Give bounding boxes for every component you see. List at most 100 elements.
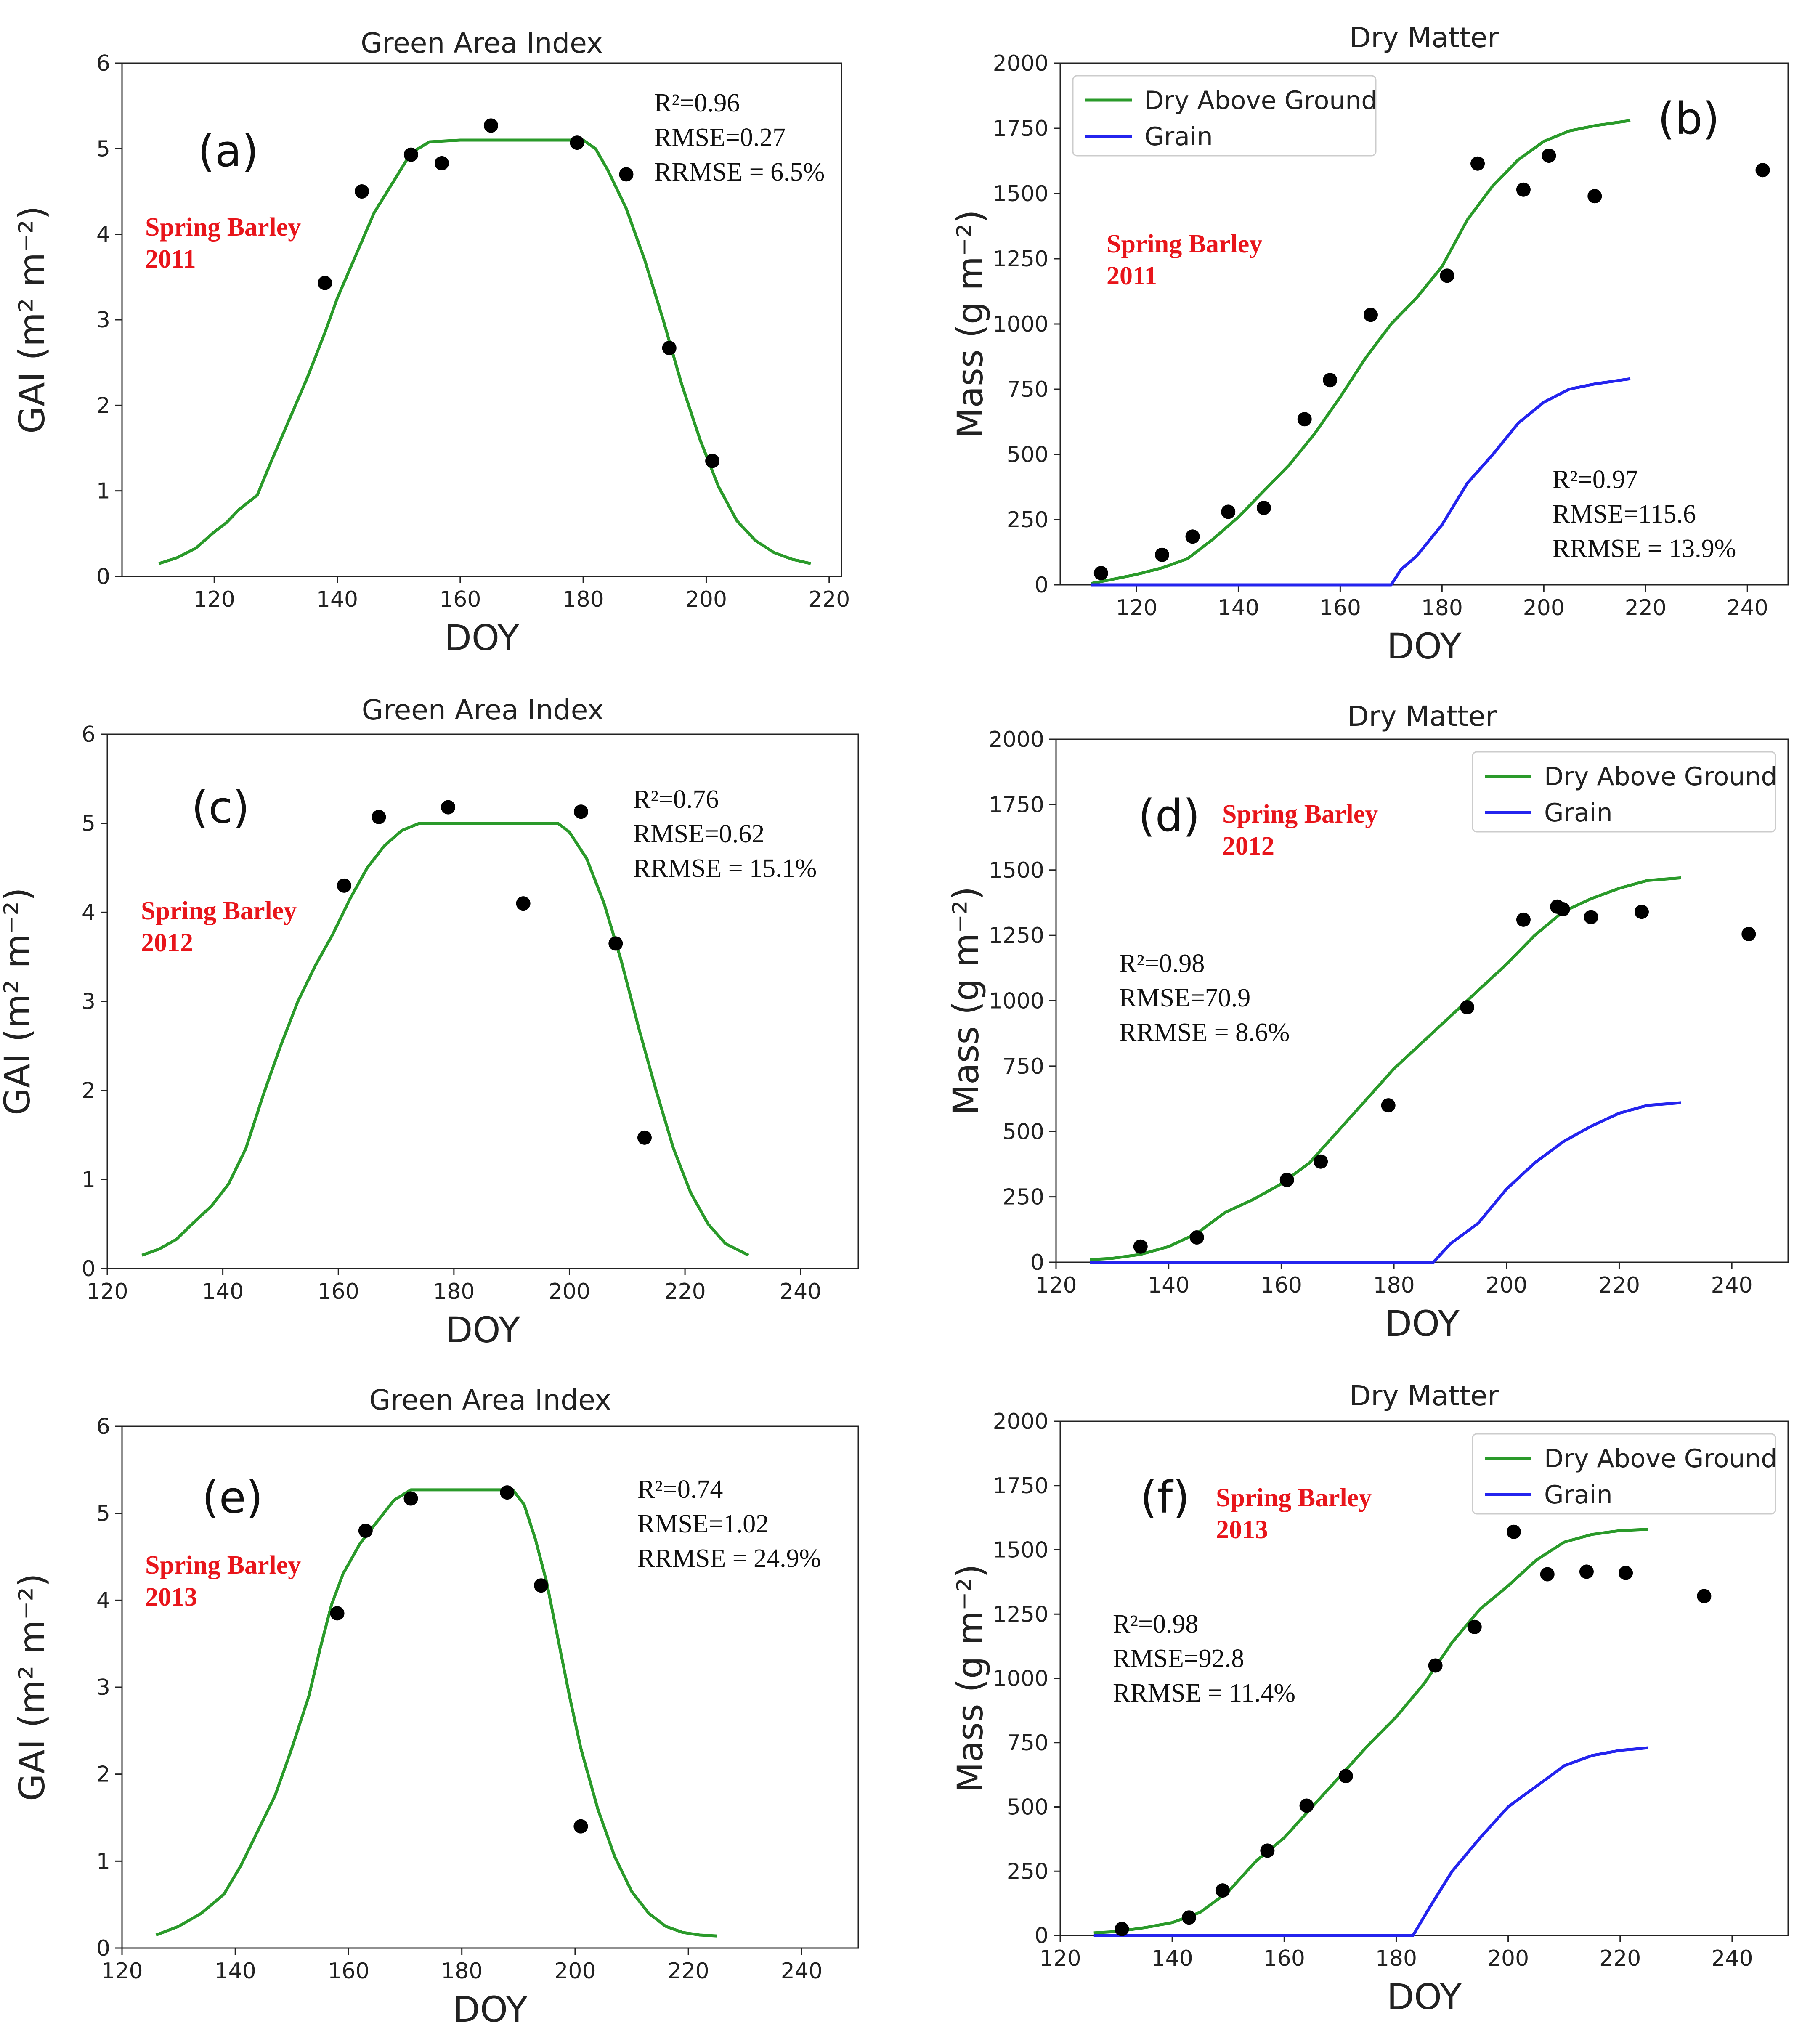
observed-point (1460, 1000, 1475, 1015)
stat-line: RRMSE = 11.4% (1113, 1679, 1295, 1707)
observed-point (1299, 1798, 1314, 1813)
panel-letter: (d) (1138, 790, 1200, 841)
observed-point (619, 167, 634, 182)
observed-point (1260, 1843, 1275, 1858)
observed-point (608, 936, 623, 951)
crop-label: Spring Barley (1222, 800, 1378, 828)
y-tick-label: 750 (1007, 377, 1048, 402)
x-tick-label: 220 (808, 587, 850, 612)
chart-panel-f: Dry Matter 120 140 160 180 200 220 240 0 250 500 75… (950, 1380, 1789, 2017)
stat-line: RRMSE = 6.5% (654, 158, 825, 186)
y-tick-label: 2000 (993, 51, 1048, 76)
stat-line: R²=0.96 (654, 89, 740, 117)
chart-title: Dry Matter (1348, 700, 1497, 733)
crop-label: Spring Barley (145, 213, 301, 242)
observed-point (355, 184, 369, 199)
series-line-grain (1093, 1746, 1648, 1937)
observed-point (1755, 163, 1770, 178)
x-axis-label: DOY (446, 1309, 520, 1351)
x-tick-label: 240 (1711, 1273, 1753, 1298)
y-tick-label: 0 (1030, 1250, 1044, 1275)
y-tick-label: 2 (96, 1762, 110, 1787)
observed-point (705, 454, 720, 468)
observed-point (1516, 182, 1531, 197)
observed-point (1584, 910, 1598, 924)
y-tick-label: 1 (96, 479, 110, 504)
x-tick-label: 160 (1261, 1273, 1302, 1298)
legend-box (1472, 751, 1776, 833)
y-tick-label: 750 (1007, 1731, 1048, 1756)
observed-point (441, 800, 456, 815)
observed-point (573, 1819, 588, 1834)
observed-point (1635, 905, 1649, 919)
legend: Dry Above Ground Grain (1472, 1433, 1777, 1515)
x-tick-label: 200 (685, 587, 727, 612)
y-tick-label: 1000 (993, 312, 1048, 337)
crop-year: 2013 (1216, 1516, 1268, 1544)
x-tick-label: 180 (433, 1279, 475, 1304)
observed-point (1314, 1154, 1328, 1169)
observed-point (483, 118, 498, 133)
x-axis-label: DOY (453, 1989, 528, 2030)
observed-point (1189, 1230, 1204, 1245)
x-tick-label: 180 (563, 587, 604, 612)
stat-line: R²=0.74 (637, 1475, 723, 1504)
x-tick-label: 120 (86, 1279, 128, 1304)
y-tick-label: 1250 (993, 247, 1048, 272)
observed-point (1154, 547, 1169, 562)
y-tick-label: 6 (96, 1414, 110, 1439)
y-tick-label: 5 (96, 136, 110, 162)
x-tick-label: 120 (101, 1959, 143, 1984)
y-tick-label: 2 (82, 1078, 96, 1104)
y-tick-label: 250 (1007, 507, 1048, 533)
observed-point (435, 156, 449, 170)
plot-frame (106, 733, 859, 1269)
chart-panel-c: Green Area Index 120 140 160 180 200 220 240 0 1 2… (0, 694, 859, 1351)
observed-point (358, 1524, 373, 1538)
chart-panel-e: Green Area Index 120 140 160 180 200 220 240 0 1 2… (11, 1384, 859, 2030)
series-line-dry-above-ground (1090, 876, 1681, 1261)
chart-title: Dry Matter (1350, 1380, 1499, 1412)
y-axis-label: GAI (m² m⁻²) (0, 887, 38, 1115)
y-tick-label: 1250 (993, 1602, 1048, 1627)
stat-line: RMSE=70.9 (1119, 984, 1250, 1012)
observed-point (337, 878, 351, 893)
x-tick-label: 140 (202, 1279, 244, 1304)
legend-label: Dry Above Ground (1544, 1444, 1777, 1473)
y-tick-label: 0 (82, 1256, 96, 1282)
stat-line: R²=0.97 (1553, 465, 1638, 494)
observed-point (1516, 912, 1531, 927)
y-tick-label: 500 (1007, 442, 1048, 467)
observed-point (1540, 1567, 1555, 1582)
y-axis-label: GAI (m² m⁻²) (11, 1573, 53, 1801)
crop-year: 2012 (1222, 832, 1274, 860)
x-tick-label: 240 (1711, 1946, 1753, 1971)
y-tick-label: 500 (1003, 1119, 1044, 1144)
crop-label: Spring Barley (1216, 1484, 1372, 1512)
x-tick-label: 120 (1116, 595, 1157, 621)
observed-point (372, 810, 386, 824)
stat-line: RRMSE = 15.1% (633, 854, 817, 883)
observed-point (1741, 927, 1756, 942)
y-tick-label: 6 (82, 722, 96, 747)
y-tick-label: 250 (1007, 1859, 1048, 1884)
observed-point (1297, 412, 1312, 427)
x-tick-label: 140 (215, 1959, 256, 1984)
observed-point (1133, 1239, 1148, 1254)
observed-point (318, 276, 332, 290)
x-tick-label: 180 (1375, 1946, 1417, 1971)
x-axis-label: DOY (1387, 1976, 1462, 2017)
y-tick-label: 0 (1035, 1923, 1048, 1948)
series-line-simulated-gai (141, 822, 749, 1257)
y-axis-label: Mass (g m⁻²) (950, 1564, 991, 1793)
x-tick-label: 240 (780, 1279, 821, 1304)
x-tick-label: 160 (1319, 595, 1361, 621)
observed-point (1542, 149, 1556, 163)
y-tick-label: 2 (96, 393, 110, 418)
stat-line: RRMSE = 13.9% (1553, 534, 1736, 563)
plot-frame (1059, 1420, 1789, 1936)
observed-point (516, 896, 531, 911)
y-tick-label: 1750 (993, 116, 1048, 141)
crop-year: 2013 (145, 1583, 197, 1611)
